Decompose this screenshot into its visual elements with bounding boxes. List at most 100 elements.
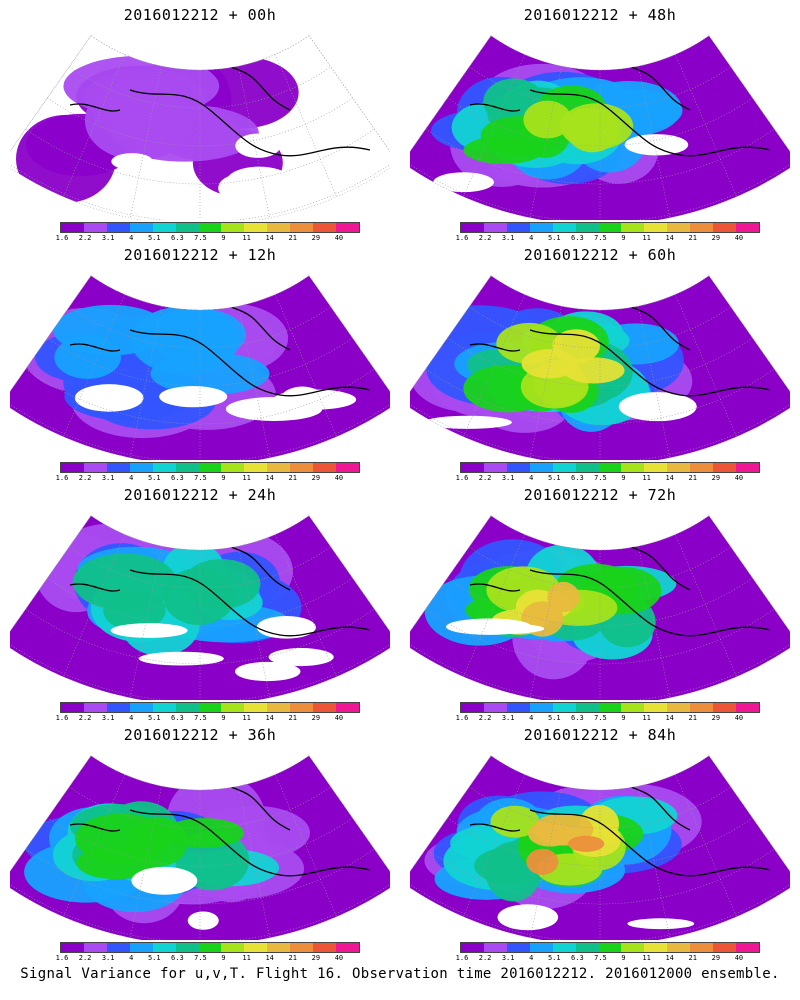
colorbar-swatch [690,703,714,712]
variance-map [410,35,790,220]
colorbar-tick-label: 4 [129,474,134,482]
colorbar-tick-label: 40 [334,234,344,242]
colorbar-swatch [506,703,530,712]
colorbar-tick-label: 4 [529,474,534,482]
colorbar-swatch [267,463,291,472]
colorbar-swatch [667,943,691,952]
colorbar-tick-label: 7.5 [194,954,207,962]
panel-title: 2016012212 + 72h [523,486,677,504]
panel-title: 2016012212 + 12h [123,246,277,264]
colorbar-swatch [313,223,337,232]
colorbar-tick-label: 6.3 [571,714,584,722]
colorbar-swatch [336,703,359,712]
colorbar-tick-label: 11 [242,474,251,482]
forecast-panel: 2016012212 + 48h 1.6 2.2 3.1 4 5.1 6.3 7.5 9 11 14… [400,0,800,245]
colorbar-swatch [244,703,268,712]
forecast-panel: 2016012212 + 24h 1.6 2.2 3.1 4 5.1 6.3 7.5 9 11 14… [0,480,400,725]
forecast-panel: 2016012212 + 72h 1.6 2.2 3.1 4 5.1 6.3 7.5 9 11 14… [400,480,800,725]
colorbar-swatch [106,703,130,712]
variance-map [410,515,790,700]
colorbar-swatch [336,943,359,952]
colorbar-tick-label: 6.3 [171,954,184,962]
colorbar-swatch [175,943,199,952]
panel-title: 2016012212 + 60h [523,246,677,264]
colorbar-swatch [336,463,359,472]
colorbar-tick-label: 1.6 [455,714,469,722]
colorbar-swatch [598,703,622,712]
colorbar-swatch [313,463,337,472]
variance-map [410,275,790,460]
colorbar-swatch [175,703,199,712]
colorbar-swatch [529,943,553,952]
colorbar-tick-label: 6.3 [171,714,184,722]
panel-title: 2016012212 + 00h [123,6,277,24]
colorbar [460,222,760,233]
colorbar-swatch [667,703,691,712]
colorbar-tick-label: 21 [288,474,297,482]
figure-caption: Signal Variance for u,v,T. Flight 16. Ob… [20,966,780,982]
forecast-panel: 2016012212 + 60h 1.6 2.2 3.1 4 5.1 6.3 7.5 9 11 14… [400,240,800,485]
colorbar-swatch [598,943,622,952]
colorbar-swatch [83,703,107,712]
variance-map [10,275,390,460]
colorbar-swatch [244,943,268,952]
colorbar-tick-label: 6.3 [571,474,584,482]
colorbar-tick-label: 2.2 [478,234,492,242]
colorbar [60,222,360,233]
colorbar-swatch [313,943,337,952]
colorbar-tick-label: 9 [221,234,226,242]
colorbar-swatch [713,223,737,232]
colorbar-swatch [175,463,199,472]
colorbar-tick-label: 14 [665,714,674,722]
colorbar-swatch [713,703,737,712]
panel-title: 2016012212 + 24h [123,486,277,504]
colorbar-tick-label: 11 [242,954,251,962]
colorbar-swatch [106,223,130,232]
colorbar-swatch [461,943,484,952]
colorbar-tick-label: 14 [665,474,674,482]
colorbar-swatch [667,463,691,472]
colorbar-swatch [198,463,222,472]
colorbar-tick-label: 3.1 [101,234,115,242]
colorbar-swatch [198,223,222,232]
colorbar-tick-label: 1.6 [455,474,469,482]
colorbar-swatch [736,463,759,472]
colorbar-swatch [129,943,153,952]
forecast-panel: 2016012212 + 84h 1.6 2.2 3.1 4 5.1 6.3 7.5 9 11 14… [400,720,800,965]
colorbar-swatch [621,463,645,472]
colorbar-tick-label: 11 [642,714,651,722]
colorbar-swatch [221,223,245,232]
colorbar-tick-label: 3.1 [501,234,515,242]
colorbar-swatch [575,463,599,472]
colorbar-swatch [61,943,84,952]
colorbar-swatch [290,943,314,952]
colorbar-swatch [621,223,645,232]
panel-title: 2016012212 + 48h [523,6,677,24]
forecast-panel: 2016012212 + 12h 1.6 2.2 3.1 4 5.1 6.3 7.5 9 11 14… [0,240,400,485]
colorbar-swatch [690,223,714,232]
colorbar-swatch [221,943,245,952]
colorbar-swatch [529,463,553,472]
colorbar-swatch [552,943,576,952]
colorbar-tick-label: 9 [221,474,226,482]
colorbar-swatch [621,943,645,952]
colorbar-tick-label: 3.1 [501,954,515,962]
colorbar-swatch [336,223,359,232]
colorbar-tick-label: 40 [734,954,744,962]
colorbar-swatch [83,223,107,232]
colorbar-swatch [198,943,222,952]
colorbar-swatch [175,223,199,232]
colorbar-swatch [461,703,484,712]
colorbar-swatch [290,703,314,712]
colorbar-tick-label: 2.2 [78,714,92,722]
colorbar [460,462,760,473]
colorbar-swatch [290,463,314,472]
colorbar-tick-label: 4 [529,954,534,962]
colorbar-tick-label: 1.6 [55,474,69,482]
colorbar-tick-label: 14 [265,714,274,722]
colorbar [60,702,360,713]
colorbar-swatch [598,223,622,232]
colorbar-swatch [244,463,268,472]
colorbar-swatch [644,703,668,712]
colorbar-swatch [483,943,507,952]
